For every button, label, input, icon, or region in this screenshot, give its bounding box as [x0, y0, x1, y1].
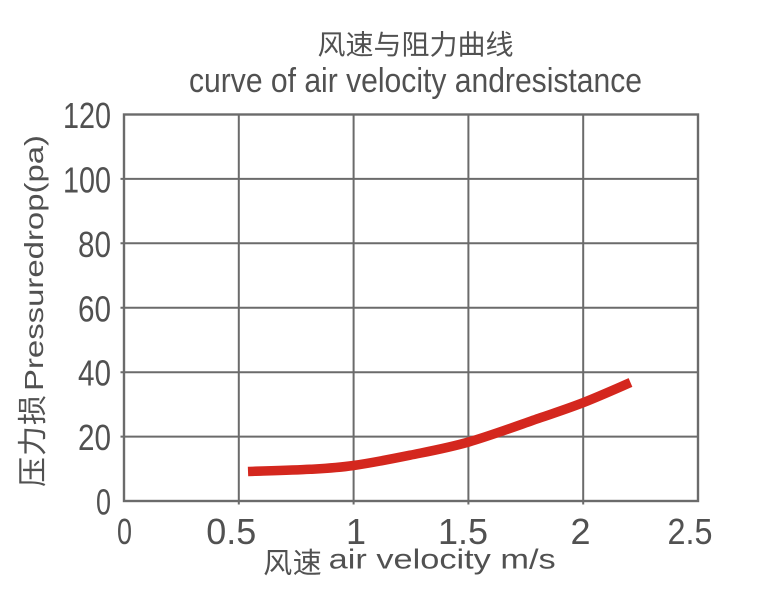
- svg-text:40: 40: [78, 353, 111, 394]
- svg-text:1: 1: [346, 511, 366, 552]
- svg-text:curve of air velocity andresis: curve of air velocity andresistance: [189, 62, 642, 100]
- svg-text:100: 100: [63, 159, 111, 200]
- svg-text:20: 20: [78, 417, 111, 458]
- svg-text:air velocity m/s: air velocity m/s: [329, 544, 556, 575]
- svg-text:0: 0: [96, 482, 111, 523]
- svg-text:Pressuredrop(pa): Pressuredrop(pa): [19, 135, 49, 391]
- svg-text:0: 0: [117, 511, 132, 552]
- svg-text:1.5: 1.5: [438, 511, 488, 552]
- svg-text:120: 120: [63, 95, 111, 136]
- svg-text:2.5: 2.5: [668, 511, 713, 552]
- svg-text:60: 60: [78, 288, 111, 329]
- svg-text:0.5: 0.5: [206, 511, 256, 552]
- svg-text:80: 80: [78, 224, 111, 265]
- svg-text:2: 2: [570, 511, 590, 552]
